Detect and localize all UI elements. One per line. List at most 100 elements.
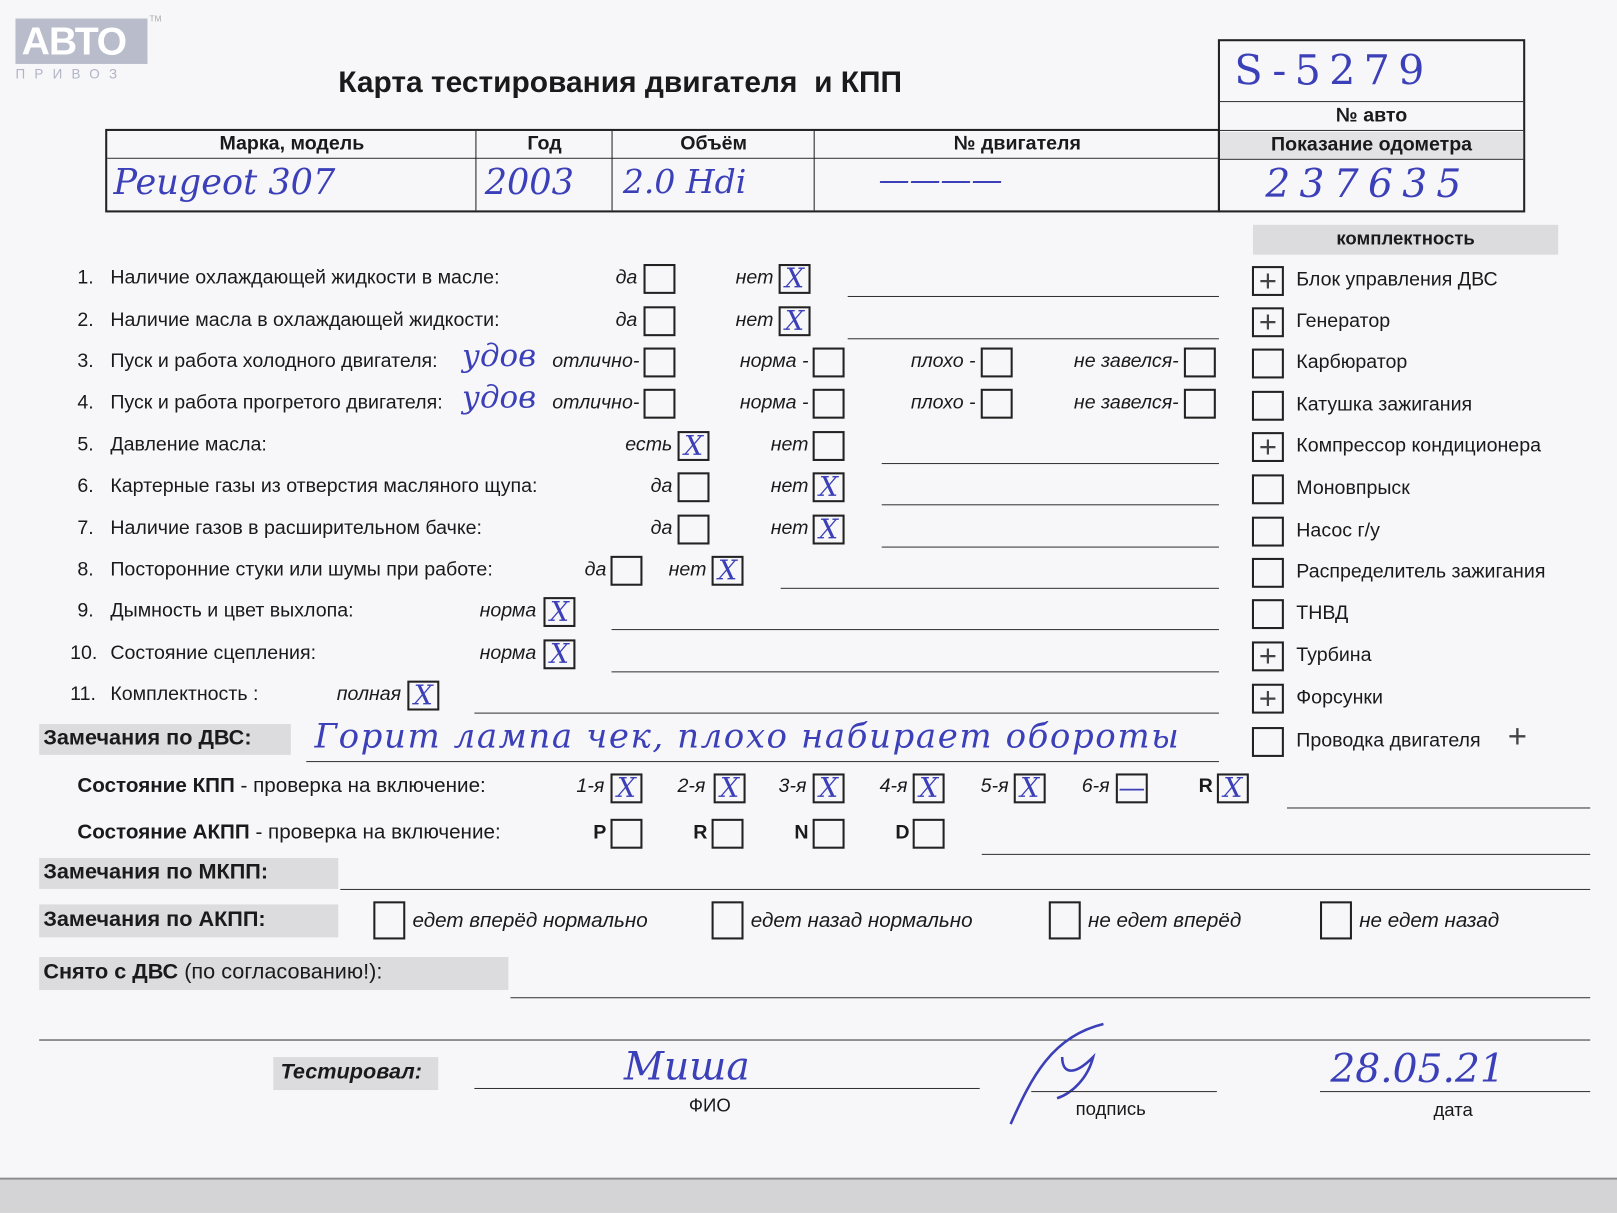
gear-checkbox-mark: —: [1118, 773, 1146, 805]
column-header-engine-number: № двигателя: [953, 133, 1081, 155]
option-checkbox[interactable]: X: [812, 472, 845, 504]
option-checkbox[interactable]: X: [812, 514, 845, 545]
akpp-option-checkbox[interactable]: [711, 901, 744, 940]
completeness-checkbox[interactable]: +: [1251, 683, 1284, 714]
gear-checkbox[interactable]: [812, 818, 845, 849]
checklist-question: Пуск и работа прогретого двигателя:: [110, 391, 443, 414]
option-checkbox[interactable]: [677, 514, 710, 545]
logo-subtitle: ПРИВОЗ: [15, 66, 127, 82]
option-checkbox[interactable]: X: [778, 264, 811, 294]
gear-checkbox[interactable]: —: [1115, 773, 1148, 805]
completeness-checkbox[interactable]: [1251, 727, 1284, 757]
auto-gearbox-label-rest: - проверка на включение:: [249, 820, 501, 844]
option-checkbox-mark: [815, 350, 843, 376]
gear-checkbox-mark: [815, 821, 843, 847]
option-label: нет: [770, 517, 809, 540]
akpp-option-checkbox[interactable]: [1320, 901, 1352, 940]
option-checkbox-mark: [613, 558, 641, 584]
manual-gearbox-label-rest: - проверка на включение:: [234, 774, 486, 798]
completeness-label: Генератор: [1296, 310, 1391, 333]
comment-line[interactable]: [881, 504, 1219, 506]
mkpp-remarks-label: Замечания по МКПП:: [43, 860, 269, 884]
completeness-checkbox[interactable]: [1251, 348, 1284, 379]
option-checkbox[interactable]: [812, 388, 845, 419]
mkpp-remarks-field[interactable]: [340, 888, 1591, 890]
option-checkbox[interactable]: X: [677, 431, 710, 462]
comment-line[interactable]: [474, 712, 1219, 714]
completeness-checkbox-mark: [1254, 601, 1282, 627]
option-checkbox-mark: [815, 433, 843, 459]
comment-line[interactable]: [611, 671, 1219, 673]
auto-gearbox-comment-line[interactable]: [981, 853, 1591, 855]
date-field[interactable]: [1320, 1091, 1591, 1093]
gear-label: 5-я: [980, 775, 1009, 798]
option-checkbox[interactable]: X: [543, 639, 576, 670]
option-checkbox-mark: [680, 474, 708, 500]
completeness-checkbox[interactable]: [1251, 599, 1284, 630]
manual-gearbox-comment-line[interactable]: [1287, 807, 1591, 809]
completeness-checkbox[interactable]: [1251, 474, 1284, 505]
gear-checkbox[interactable]: X: [912, 773, 945, 804]
option-checkbox[interactable]: [643, 347, 676, 378]
gear-checkbox[interactable]: X: [610, 773, 643, 804]
option-checkbox[interactable]: [1183, 347, 1216, 378]
gear-label: R: [693, 821, 708, 844]
option-label: норма: [479, 642, 537, 665]
option-checkbox[interactable]: X: [543, 597, 576, 627]
comment-line[interactable]: [881, 463, 1219, 465]
gear-checkbox[interactable]: [711, 818, 744, 849]
option-checkbox[interactable]: [980, 347, 1013, 378]
option-checkbox[interactable]: [1183, 388, 1216, 419]
gear-checkbox[interactable]: [610, 818, 643, 849]
akpp-option-checkbox[interactable]: [1048, 901, 1081, 940]
gear-checkbox[interactable]: [912, 818, 945, 849]
completeness-label: Катушка зажигания: [1296, 393, 1473, 416]
gear-checkbox[interactable]: X: [1013, 773, 1046, 805]
completeness-checkbox[interactable]: [1251, 557, 1284, 588]
option-checkbox[interactable]: [677, 472, 710, 503]
comment-line[interactable]: [881, 546, 1219, 548]
option-label: нет: [735, 267, 774, 289]
signature-caption: подпись: [1075, 1098, 1146, 1119]
akpp-option-checkbox-mark: [375, 903, 403, 937]
vehicle-id-label: № авто: [1335, 105, 1408, 127]
completeness-checkbox[interactable]: +: [1251, 266, 1284, 296]
removed-field[interactable]: [510, 997, 1591, 999]
comment-line[interactable]: [611, 629, 1219, 631]
gear-checkbox[interactable]: X: [713, 773, 746, 804]
option-checkbox[interactable]: X: [711, 555, 744, 586]
option-checkbox[interactable]: [610, 555, 643, 586]
option-checkbox-mark: X: [683, 431, 704, 462]
option-label: норма -: [739, 350, 809, 373]
completeness-checkbox[interactable]: +: [1251, 432, 1284, 463]
option-checkbox[interactable]: [643, 388, 676, 419]
option-checkbox-mark: X: [819, 472, 839, 504]
completeness-checkbox[interactable]: [1251, 516, 1284, 547]
completeness-checkbox[interactable]: +: [1251, 307, 1284, 338]
completeness-checkbox[interactable]: +: [1251, 641, 1284, 672]
option-checkbox[interactable]: [980, 388, 1013, 419]
gear-checkbox[interactable]: X: [1216, 773, 1249, 804]
gear-checkbox-mark: X: [1020, 773, 1040, 805]
comment-line[interactable]: [847, 295, 1219, 297]
engine-remarks-value[interactable]: Горит лампа чек, плохо набирает обороты: [314, 715, 1181, 756]
comment-line[interactable]: [847, 338, 1219, 340]
gear-checkbox[interactable]: X: [812, 773, 845, 804]
option-checkbox[interactable]: X: [407, 680, 440, 711]
signature-field[interactable]: [1031, 1091, 1217, 1093]
option-checkbox[interactable]: [812, 431, 845, 461]
akpp-option-label: едет назад нормально: [750, 909, 973, 933]
akpp-option-checkbox[interactable]: [373, 901, 406, 940]
completeness-checkbox[interactable]: [1251, 390, 1284, 421]
page-title: Карта тестирования двигателя и КПП: [338, 66, 903, 99]
option-label: да: [650, 475, 673, 498]
completeness-checkbox-mark: [1254, 519, 1282, 545]
akpp-option-checkbox-mark: [1322, 903, 1350, 937]
comment-line[interactable]: [780, 587, 1219, 589]
option-checkbox[interactable]: X: [778, 306, 811, 337]
option-checkbox[interactable]: [643, 306, 676, 337]
completeness-label: Блок управления ДВС: [1296, 269, 1498, 291]
option-checkbox[interactable]: [812, 347, 845, 378]
option-checkbox[interactable]: [643, 264, 676, 294]
tester-name-field[interactable]: [474, 1087, 980, 1089]
